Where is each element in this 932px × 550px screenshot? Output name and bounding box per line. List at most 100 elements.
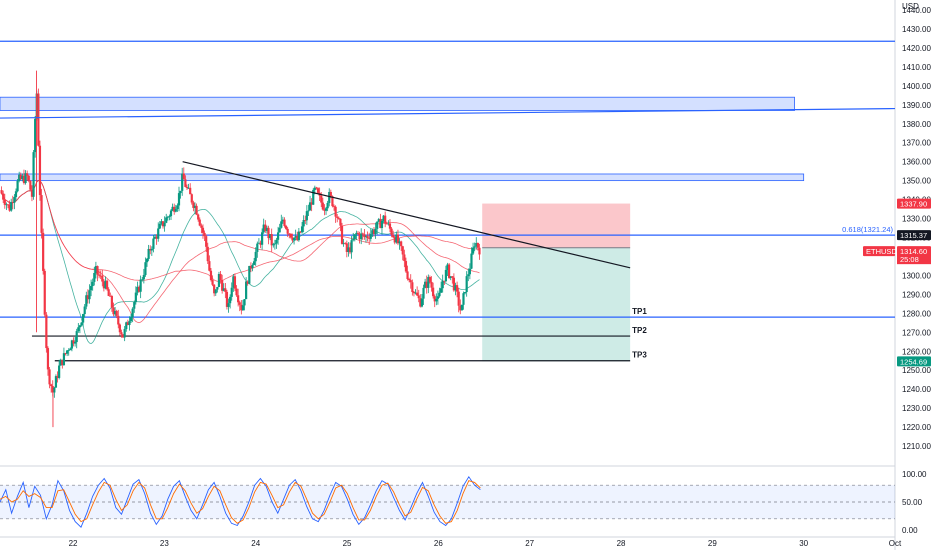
candle-body xyxy=(444,269,448,282)
candle-body xyxy=(37,93,40,146)
candle-body xyxy=(224,288,227,292)
candle-body xyxy=(425,281,428,288)
candle-body xyxy=(302,219,305,227)
candle-body xyxy=(253,261,256,265)
trendlines[interactable] xyxy=(0,107,896,269)
candle-body xyxy=(329,191,332,197)
candle-body xyxy=(471,247,475,254)
candle-body xyxy=(53,387,56,393)
price-tag-2 xyxy=(897,230,931,241)
stochastic-rsi-pane: 100.00 50.00 0.00 xyxy=(0,470,927,535)
candle-body xyxy=(276,232,280,240)
candle-body xyxy=(189,187,192,195)
candle-body xyxy=(238,302,241,305)
candle-body xyxy=(420,298,424,307)
candle-body xyxy=(348,247,352,253)
candle-body xyxy=(368,237,371,239)
candle-body xyxy=(0,190,3,194)
candle-body xyxy=(454,285,457,291)
time-axis[interactable]: 22 23 24 25 26 27 28 29 30 Oct xyxy=(69,539,902,548)
candle-body xyxy=(270,234,273,246)
candle-body xyxy=(13,197,16,203)
candle-body xyxy=(291,237,294,241)
candle-body xyxy=(468,268,471,275)
candle-body xyxy=(465,276,468,293)
price-tick: 1360.00 xyxy=(902,158,931,167)
candle-body xyxy=(449,276,452,278)
stoch-d-line xyxy=(0,480,481,524)
candle-body xyxy=(460,304,463,311)
candle-body xyxy=(157,228,160,239)
candle-body xyxy=(120,332,123,335)
trendline-2[interactable] xyxy=(0,107,896,119)
candle-body xyxy=(22,175,26,184)
candle-body xyxy=(257,242,261,244)
price-tick: 1410.00 xyxy=(902,63,931,72)
date-tick: 28 xyxy=(617,539,626,548)
price-tick: 1210.00 xyxy=(902,442,931,451)
candle-body xyxy=(345,243,348,252)
candle-body xyxy=(24,173,27,184)
candle-body xyxy=(419,298,422,307)
candle-body xyxy=(393,237,396,243)
horizontal-levels[interactable] xyxy=(0,40,895,362)
candle-body xyxy=(235,288,238,296)
candle-body xyxy=(5,204,8,206)
trendline-1[interactable] xyxy=(182,161,631,269)
candle-body xyxy=(45,314,48,349)
date-tick: 27 xyxy=(525,539,534,548)
stop-loss-zone[interactable] xyxy=(482,203,631,248)
candle-body xyxy=(331,196,334,207)
candle-body xyxy=(430,281,433,288)
candle-body xyxy=(372,230,376,235)
candle-body xyxy=(222,288,225,291)
candle-body xyxy=(312,189,315,205)
candle-body xyxy=(91,281,94,287)
candle-body xyxy=(58,365,61,378)
candle-body xyxy=(97,274,101,276)
candle-body xyxy=(136,286,139,293)
price-tick: 1290.00 xyxy=(902,290,931,299)
candle-body xyxy=(342,243,345,245)
date-tick: 24 xyxy=(251,539,260,548)
candle-body xyxy=(315,187,318,189)
price-tick: 1400.00 xyxy=(902,82,931,91)
candle-body xyxy=(300,226,304,233)
candle-body xyxy=(307,210,310,212)
level-labels: TP1 TP2 TP3 0.618(1321.24) xyxy=(632,225,893,360)
candle-body xyxy=(165,217,168,223)
price-tick: 1420.00 xyxy=(902,44,931,53)
candle-body xyxy=(141,279,144,281)
candle-body xyxy=(376,221,379,229)
candle-body xyxy=(436,296,440,299)
candle-body xyxy=(229,296,232,304)
candle-body xyxy=(398,241,401,244)
candle-body xyxy=(304,219,307,221)
candle-body xyxy=(10,201,13,211)
oscillator-tick: 0.00 xyxy=(902,526,918,535)
candle-body xyxy=(21,175,24,180)
oscillator-tick: 100.00 xyxy=(902,470,927,479)
candle-body xyxy=(321,202,324,210)
currency-label: USD xyxy=(902,2,919,11)
candle-body xyxy=(46,348,50,370)
candle-body xyxy=(144,262,147,276)
ma-medium xyxy=(1,180,480,324)
candle-body xyxy=(102,281,105,289)
candle-body xyxy=(206,246,209,262)
price-tag-1 xyxy=(897,198,931,209)
candle-body xyxy=(374,228,377,235)
candle-body xyxy=(344,243,347,245)
candle-body xyxy=(347,247,350,252)
candle-body xyxy=(123,329,126,338)
take-profit-zone[interactable] xyxy=(482,247,631,362)
candle-body xyxy=(403,254,406,262)
candle-body xyxy=(6,204,10,206)
candle-body xyxy=(240,304,243,311)
ma-fast xyxy=(1,180,480,345)
candle-body xyxy=(438,292,441,297)
short-position-tool[interactable] xyxy=(482,203,631,362)
candle-body xyxy=(11,201,14,203)
